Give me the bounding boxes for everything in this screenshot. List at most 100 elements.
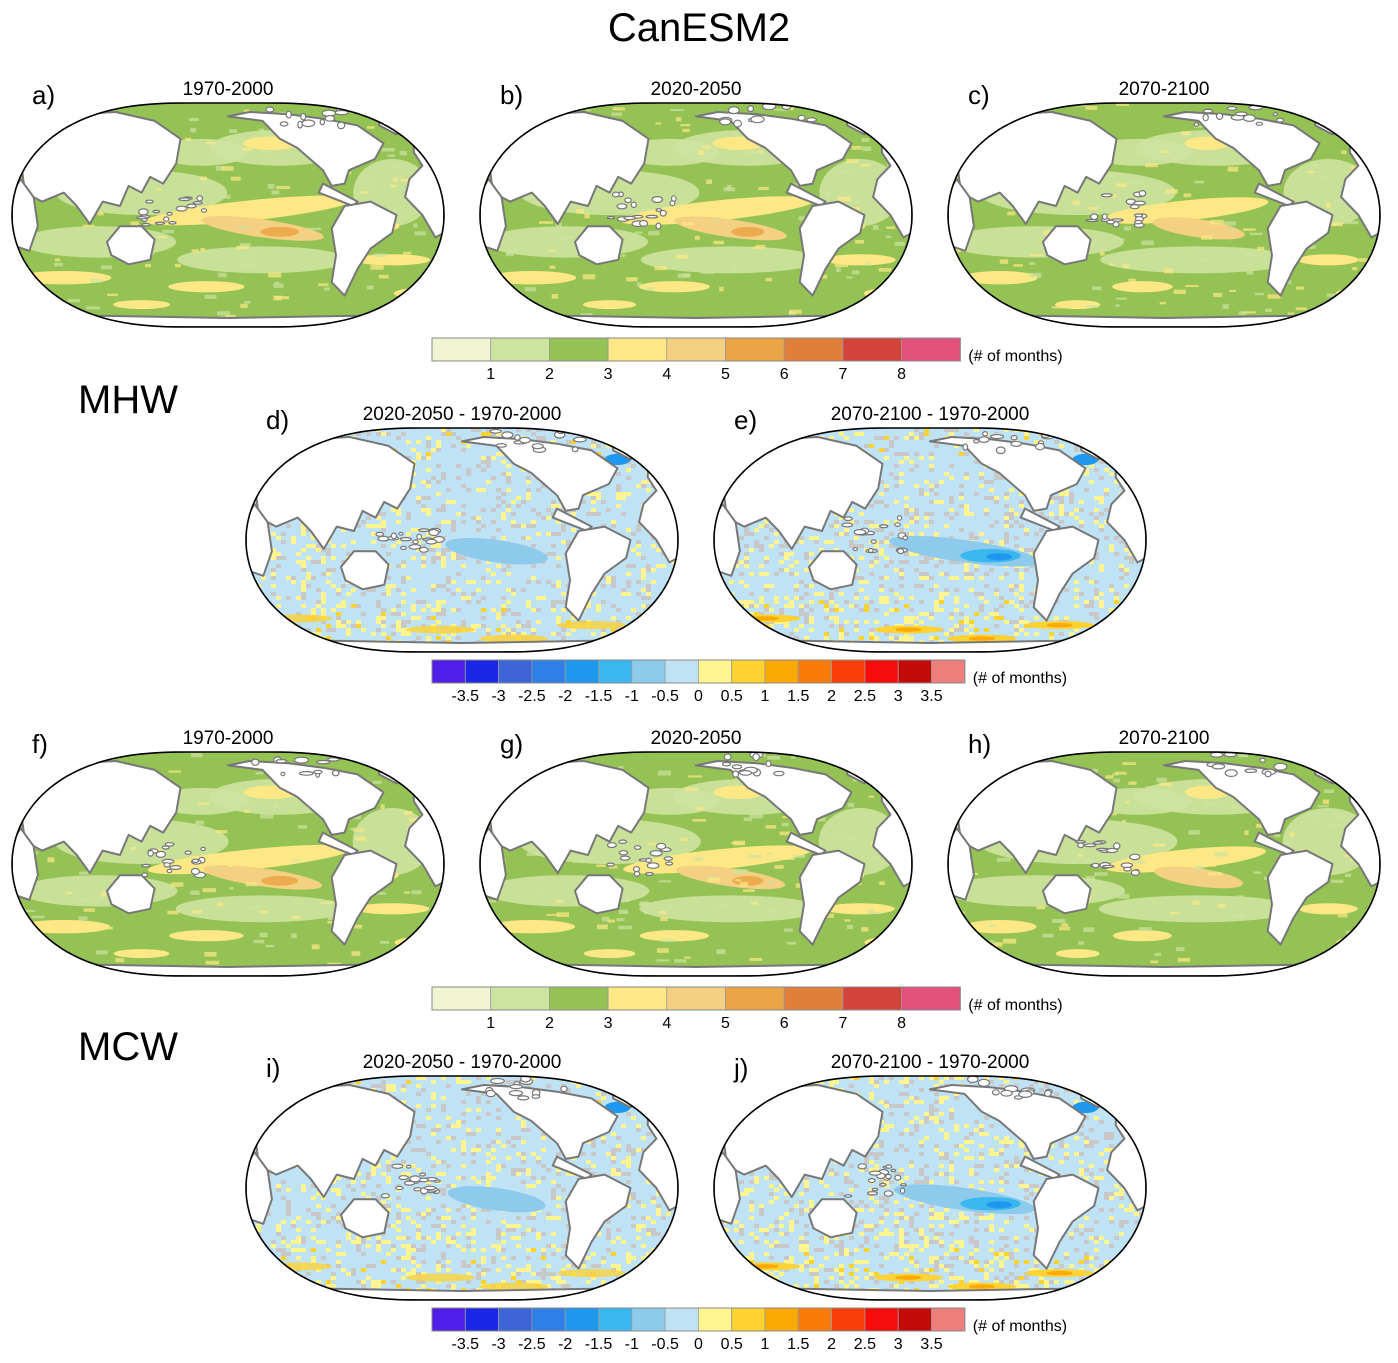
grid-cell [291, 540, 296, 544]
grid-cell [789, 640, 794, 644]
grid-cell [286, 1212, 291, 1216]
grid-cell [476, 624, 481, 628]
grid-cell [426, 508, 431, 512]
grid-cell [1059, 432, 1064, 436]
grid-cell [680, 837, 688, 842]
grid-cell [313, 197, 321, 203]
grid-cell [406, 440, 411, 444]
grid-cell [869, 444, 874, 448]
grid-cell [651, 432, 656, 436]
grid-cell [899, 480, 904, 484]
grid-cell [261, 1252, 266, 1256]
grid-cell [661, 596, 666, 600]
grid-cell [311, 1260, 316, 1264]
grid-cell [1232, 913, 1246, 918]
grid-cell [1238, 753, 1249, 758]
grid-cell [505, 251, 514, 257]
patch-3-4-months [113, 949, 170, 959]
grid-cell [376, 600, 381, 604]
patch-3-4-months [825, 903, 895, 915]
grid-cell [854, 568, 859, 572]
arctic-island [752, 752, 761, 762]
grid-cell [331, 608, 336, 612]
grid-cell [281, 1240, 286, 1244]
grid-cell [651, 440, 656, 444]
grid-cell [521, 524, 526, 528]
grid-cell [391, 165, 398, 169]
grid-cell [271, 592, 276, 596]
grid-cell [684, 787, 699, 791]
grid-cell [626, 1112, 631, 1116]
grid-cell [749, 600, 754, 604]
grid-cell [994, 476, 999, 480]
grid-cell [531, 1272, 536, 1276]
grid-cell [1129, 560, 1134, 564]
grid-cell [990, 961, 1002, 966]
arctic-island [319, 118, 326, 126]
grid-cell [291, 933, 297, 939]
grid-cell [764, 572, 769, 576]
grid-cell [115, 958, 125, 963]
grid-cell [621, 512, 626, 516]
grid-cell [259, 932, 268, 938]
grid-cell [1324, 789, 1334, 793]
grid-cell [496, 528, 501, 532]
grid-cell [1074, 604, 1079, 608]
grid-cell [1344, 855, 1353, 858]
grid-cell [496, 432, 501, 436]
grid-cell [1094, 556, 1099, 560]
grid-cell [471, 428, 476, 432]
grid-cell [851, 199, 861, 205]
grid-cell [416, 1124, 421, 1128]
grid-cell [271, 532, 276, 536]
grid-cell [929, 612, 934, 616]
grid-cell [204, 952, 217, 957]
grid-cell [493, 322, 501, 327]
grid-cell [273, 283, 284, 288]
grid-cell [396, 628, 401, 632]
grid-cell [688, 775, 702, 778]
grid-cell [1139, 488, 1144, 492]
grid-cell [246, 1252, 251, 1256]
grid-cell [676, 608, 678, 612]
island [624, 197, 632, 204]
grid-cell [969, 624, 974, 628]
grid-cell [321, 596, 326, 600]
grid-cell [501, 596, 506, 600]
grid-cell [611, 628, 616, 632]
map-panel-d [245, 427, 679, 653]
grid-cell [501, 1280, 506, 1284]
grid-cell [531, 1184, 536, 1188]
grid-cell [326, 636, 331, 640]
grid-cell [1332, 109, 1344, 114]
grid-cell [1010, 759, 1018, 763]
grid-cell [531, 1280, 536, 1284]
grid-cell [631, 532, 636, 536]
grid-cell [301, 1248, 306, 1252]
grid-cell [987, 850, 1002, 853]
grid-cell [361, 1284, 366, 1288]
grid-cell [1114, 636, 1119, 640]
grid-cell [1024, 568, 1029, 572]
grid-cell [671, 1124, 676, 1128]
grid-cell [496, 504, 501, 508]
grid-cell [406, 1208, 411, 1212]
grid-cell [731, 842, 744, 845]
grid-cell [1190, 859, 1197, 863]
grid-cell [259, 910, 268, 914]
grid-cell [954, 600, 959, 604]
grid-cell [416, 1272, 421, 1276]
map-panel-e [713, 427, 1147, 653]
grid-cell [406, 532, 411, 536]
grid-cell [989, 540, 994, 544]
grid-cell [934, 600, 939, 604]
grid-cell [764, 428, 769, 432]
grid-cell [421, 496, 426, 500]
grid-cell [471, 1132, 476, 1136]
grid-cell [636, 1148, 641, 1152]
grid-cell [506, 1264, 511, 1268]
grid-cell [301, 560, 306, 564]
grid-cell [506, 1156, 511, 1160]
grid-cell [411, 604, 416, 608]
grid-cell [276, 1084, 281, 1088]
